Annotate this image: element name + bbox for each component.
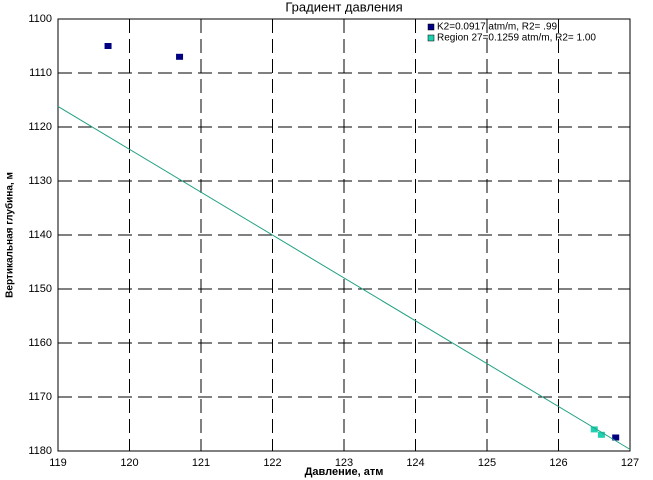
y-tick-label: 1130: [28, 175, 52, 187]
x-tick-label: 121: [192, 457, 210, 469]
x-tick-label: 126: [549, 457, 567, 469]
point: [612, 434, 620, 441]
x-tick-label: 120: [120, 457, 138, 469]
y-tick-label: 1120: [28, 121, 52, 133]
x-tick-label: 122: [263, 457, 281, 469]
chart-title: Градиент давления: [285, 0, 402, 14]
y-tick-label: 1140: [28, 229, 52, 241]
legend-label: K2=0.0917 atm/m, R2= .99: [437, 22, 558, 33]
x-tick-label: 124: [406, 457, 424, 469]
y-tick-label: 1160: [28, 337, 52, 349]
x-tick-label: 127: [621, 457, 639, 469]
point: [104, 43, 112, 49]
y-tick-label: 1100: [28, 13, 52, 25]
y-tick-label: 1150: [28, 283, 52, 295]
y-axis-label: Вертикальная глубина, м: [4, 172, 16, 298]
legend-label: Region 27=0.1259 atm/m, R2= 1.00: [437, 33, 596, 44]
y-tick-label: 1110: [29, 67, 52, 79]
point: [590, 426, 598, 433]
point: [176, 53, 184, 60]
x-axis-label: Давление, атм: [305, 466, 384, 478]
x-tick-label: 119: [49, 457, 67, 469]
fit-line: [57, 106, 631, 450]
x-tick-label: 125: [478, 457, 496, 469]
x-tick-label: 123: [335, 457, 353, 469]
y-tick-label: 1180: [28, 445, 52, 457]
legend-swatch: [427, 34, 435, 42]
legend-swatch: [427, 23, 435, 31]
point: [597, 431, 605, 438]
plot-border: [57, 18, 631, 452]
y-tick-label: 1170: [28, 391, 52, 403]
